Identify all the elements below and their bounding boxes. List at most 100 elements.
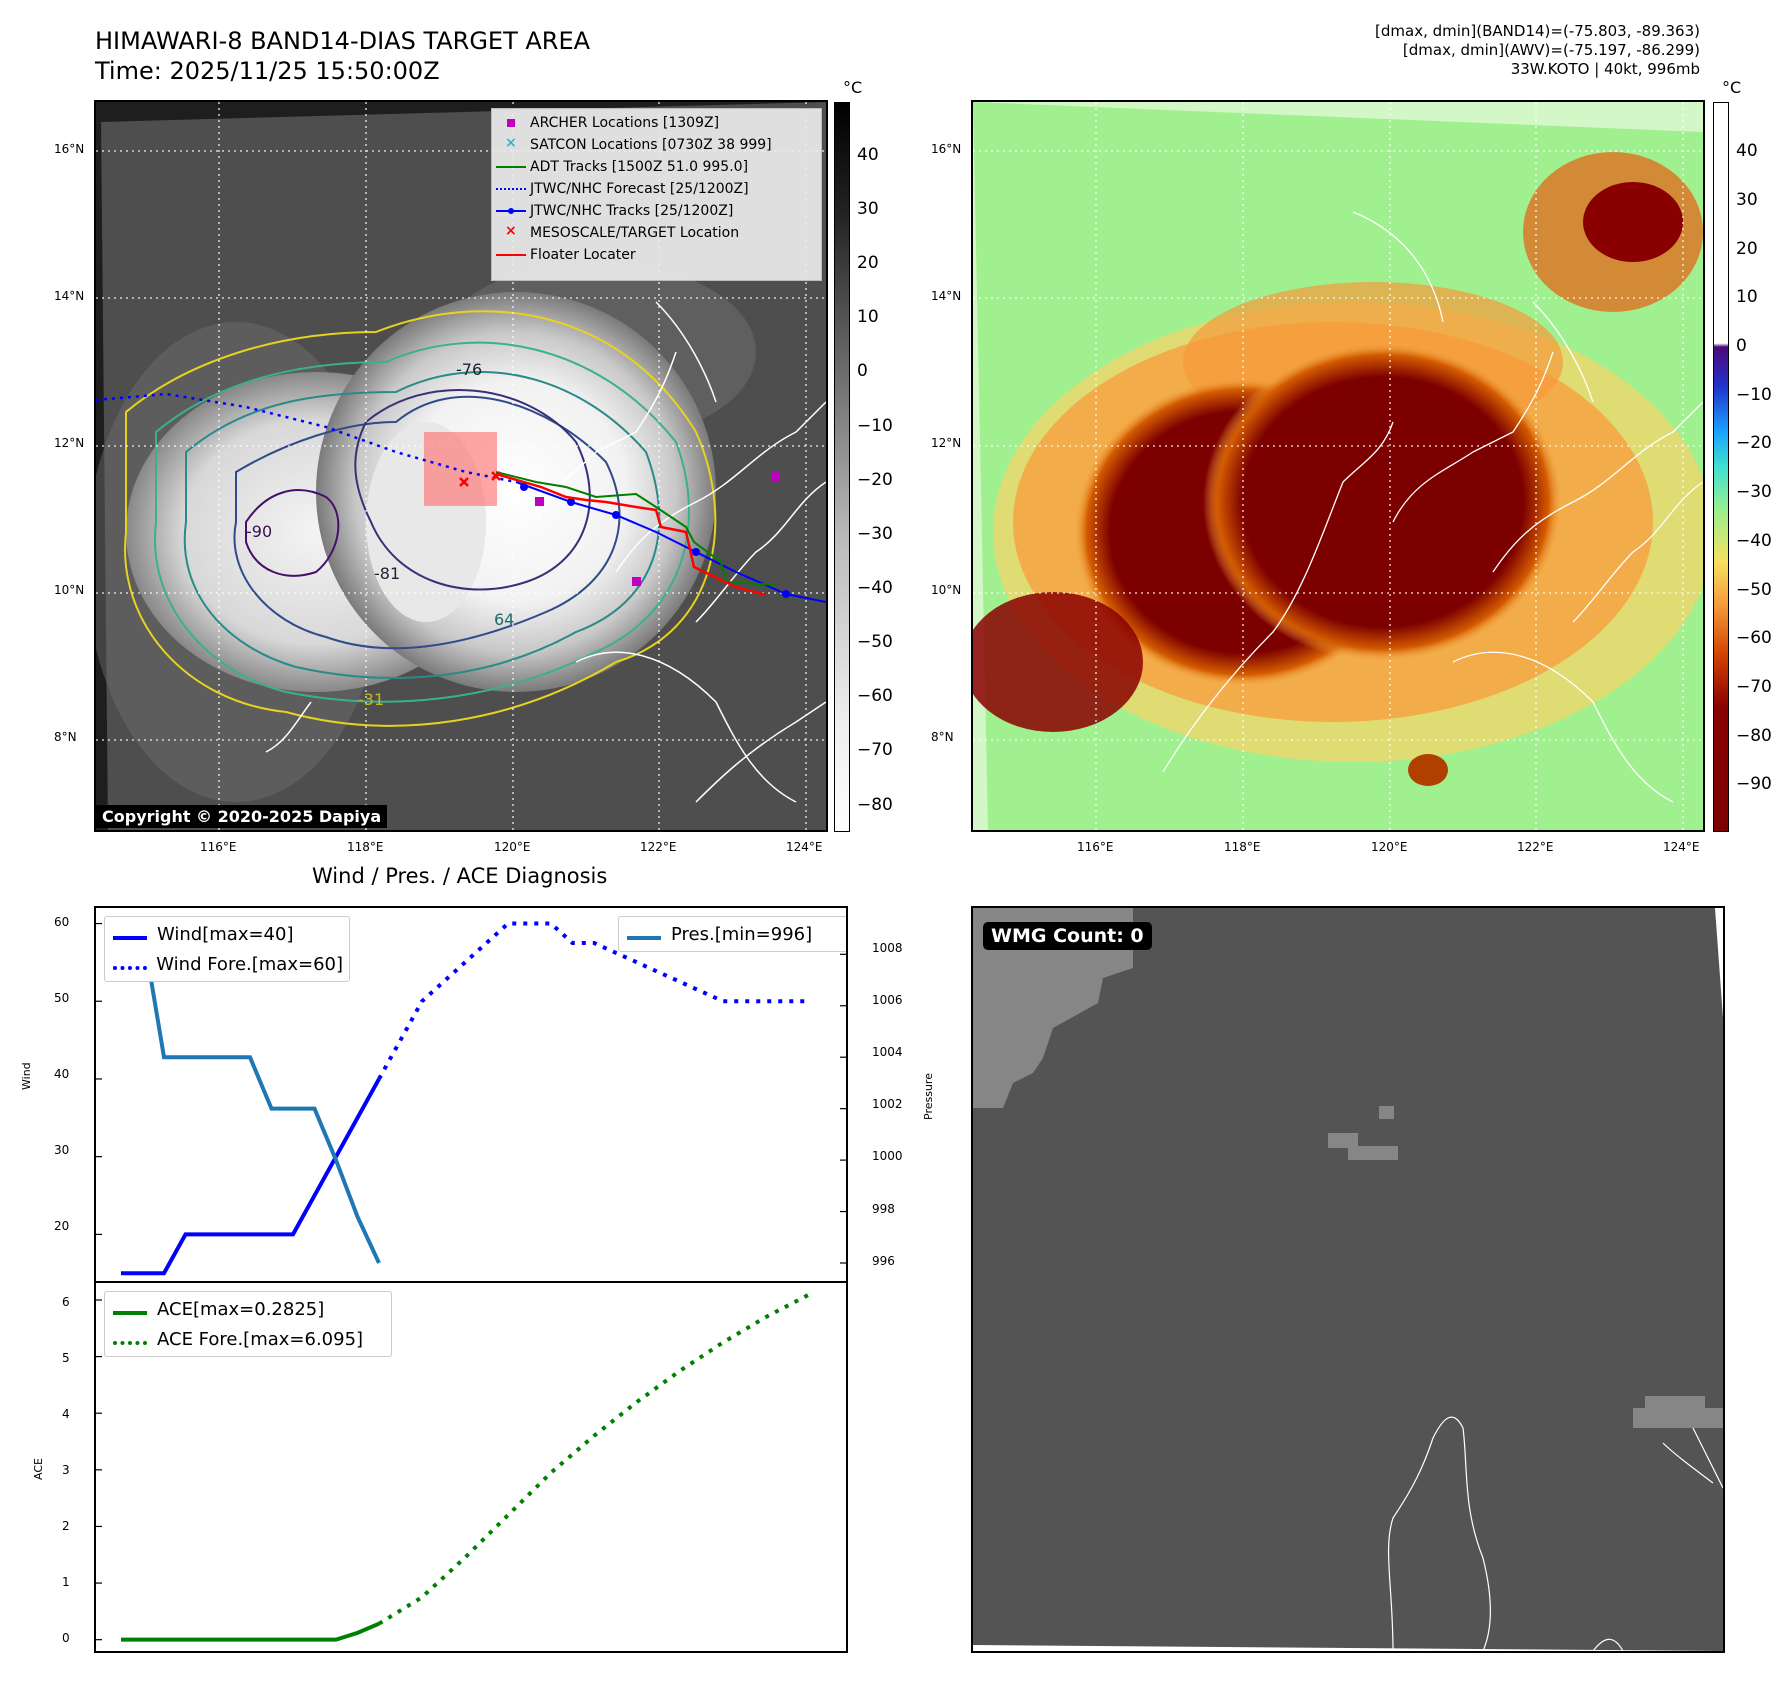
- timestamp: Time: 2025/11/25 15:50:00Z: [95, 57, 440, 85]
- wind-tick: 60: [54, 915, 70, 929]
- legend-adt: ADT Tracks [1500Z 51.0 995.0]: [492, 156, 821, 178]
- cb-tick: 10: [857, 307, 879, 327]
- legend-wind: Wind[max=40]: [111, 919, 343, 949]
- cb-tick: −20: [857, 470, 893, 490]
- cb-tick: −70: [1736, 677, 1772, 697]
- target-area-box: [424, 432, 497, 506]
- cb-tick: −70: [857, 740, 893, 760]
- info-block: [dmax, dmin](BAND14)=(-75.803, -89.363) …: [1375, 22, 1700, 79]
- info-band14-range: [dmax, dmin](BAND14)=(-75.803, -89.363): [1375, 22, 1700, 40]
- wind-line: [121, 1077, 381, 1276]
- left-ir-map: -76 -81 -90 64 -31 ARCHER Locations [130…: [94, 100, 828, 832]
- lon-tick: 118°E: [1224, 840, 1261, 854]
- contour-label-81: -81: [374, 564, 401, 583]
- cb-tick: 40: [1736, 141, 1758, 161]
- cb-tick: −10: [857, 416, 893, 436]
- ace-chart: ACE[max=0.2825] ACE Fore.[max=6.095]: [94, 1281, 848, 1653]
- ace-plot: [96, 1292, 810, 1642]
- ace-axis-label: ACE: [32, 1458, 45, 1480]
- cb-tick: −50: [857, 632, 893, 652]
- lat-tick: 14°N: [54, 289, 85, 303]
- map-legend: ARCHER Locations [1309Z] × SATCON Locati…: [491, 108, 822, 281]
- wind-pressure-chart: Wind[max=40] Wind Fore.[max=60] Pres.[mi…: [94, 906, 848, 1283]
- wind-forecast-line: [377, 921, 809, 1080]
- contour-label-31: -31: [358, 690, 385, 709]
- wind-tick: 50: [54, 991, 70, 1005]
- lat-tick: 12°N: [931, 436, 962, 450]
- right-colorbar-unit: °C: [1722, 78, 1742, 97]
- ace-line: [121, 1621, 380, 1642]
- cb-tick: 20: [857, 253, 879, 273]
- ace-tick: 3: [62, 1463, 70, 1477]
- lat-tick: 16°N: [54, 142, 85, 156]
- lat-tick: 10°N: [931, 583, 962, 597]
- legend-floater: Floater Locater: [492, 244, 821, 266]
- wind-axis-label: Wind: [20, 1062, 33, 1090]
- lat-tick: 16°N: [931, 142, 962, 156]
- legend-ace: ACE[max=0.2825]: [111, 1294, 385, 1324]
- lon-tick: 116°E: [1077, 840, 1114, 854]
- contour-label-64: 64: [494, 610, 515, 629]
- figure-title: HIMAWARI-8 BAND14-DIAS TARGET AREA: [95, 27, 591, 55]
- lat-tick: 8°N: [54, 730, 77, 744]
- cb-tick: −90: [1736, 774, 1772, 794]
- cb-tick: −60: [857, 686, 893, 706]
- lat-tick: 12°N: [54, 436, 85, 450]
- cb-tick: −60: [1736, 628, 1772, 648]
- wind-legend: Wind[max=40] Wind Fore.[max=60]: [104, 916, 350, 982]
- cb-tick: −10: [1736, 385, 1772, 405]
- pressure-tick: 1000: [872, 1149, 903, 1163]
- cb-tick: 20: [1736, 239, 1758, 259]
- pressure-tick: 998: [872, 1202, 895, 1216]
- legend-pressure: Pres.[min=996]: [625, 919, 841, 949]
- lon-tick: 120°E: [1371, 840, 1408, 854]
- lon-tick: 124°E: [786, 840, 823, 854]
- right-awv-map: [971, 100, 1705, 832]
- lon-tick: 124°E: [1663, 840, 1700, 854]
- pressure-tick: 996: [872, 1254, 895, 1268]
- legend-archer: ARCHER Locations [1309Z]: [492, 112, 821, 134]
- pressure-legend: Pres.[min=996]: [618, 916, 846, 952]
- ace-forecast-line: [377, 1292, 810, 1626]
- cb-tick: −50: [1736, 580, 1772, 600]
- ace-tick: 4: [62, 1407, 70, 1421]
- wind-tick: 30: [54, 1143, 70, 1157]
- cb-tick: −40: [1736, 531, 1772, 551]
- wind-tick: 20: [54, 1219, 70, 1233]
- lon-tick: 118°E: [347, 840, 384, 854]
- wmg-count-badge: WMG Count: 0: [983, 922, 1152, 950]
- pressure-tick: 1008: [872, 941, 903, 955]
- left-colorbar-unit: °C: [843, 78, 863, 97]
- legend-satcon: × SATCON Locations [0730Z 38 999]: [505, 135, 772, 153]
- info-storm: 33W.KOTO | 40kt, 996mb: [1510, 60, 1700, 78]
- cb-tick: −30: [1736, 482, 1772, 502]
- left-map-imagery: [96, 102, 826, 830]
- right-colorbar: [1713, 102, 1729, 832]
- ace-tick: 0: [62, 1631, 70, 1645]
- right-map-imagery: [973, 102, 1703, 830]
- contour-label-90: -90: [246, 522, 273, 541]
- lon-tick: 122°E: [1517, 840, 1554, 854]
- ace-tick: 2: [62, 1519, 70, 1533]
- cb-tick: −80: [857, 795, 893, 815]
- lon-tick: 116°E: [200, 840, 237, 854]
- pressure-tick: 1004: [872, 1045, 903, 1059]
- cb-tick: 30: [857, 199, 879, 219]
- cb-tick: 30: [1736, 190, 1758, 210]
- cb-tick: 10: [1736, 287, 1758, 307]
- cb-tick: 0: [857, 361, 868, 381]
- left-colorbar: [834, 102, 850, 832]
- lat-tick: 10°N: [54, 583, 85, 597]
- legend-jtwc-tracks: JTWC/NHC Tracks [25/1200Z]: [492, 200, 821, 222]
- wind-pressure-plot: [96, 921, 846, 1276]
- ace-tick: 1: [62, 1575, 70, 1589]
- lat-tick: 14°N: [931, 289, 962, 303]
- lon-tick: 120°E: [494, 840, 531, 854]
- ace-legend: ACE[max=0.2825] ACE Fore.[max=6.095]: [104, 1291, 392, 1357]
- info-awv-range: [dmax, dmin](AWV)=(-75.197, -86.299): [1402, 41, 1700, 59]
- contour-label-76: -76: [456, 360, 483, 379]
- cb-tick: −30: [857, 524, 893, 544]
- legend-jtwc-forecast: JTWC/NHC Forecast [25/1200Z]: [492, 178, 821, 200]
- cb-tick: −40: [857, 578, 893, 598]
- wind-tick: 40: [54, 1067, 70, 1081]
